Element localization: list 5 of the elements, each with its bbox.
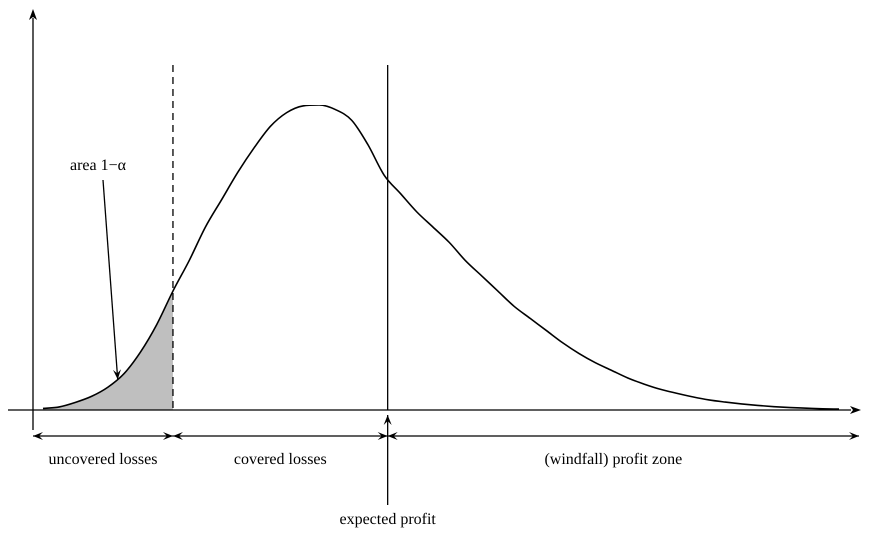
- text: covered losses: [234, 451, 327, 468]
- text: uncovered losses: [48, 451, 158, 468]
- annotation: area 1−α: [70, 157, 127, 174]
- text: expected profit: [339, 511, 436, 528]
- text: (windfall) profit zone: [544, 451, 682, 468]
